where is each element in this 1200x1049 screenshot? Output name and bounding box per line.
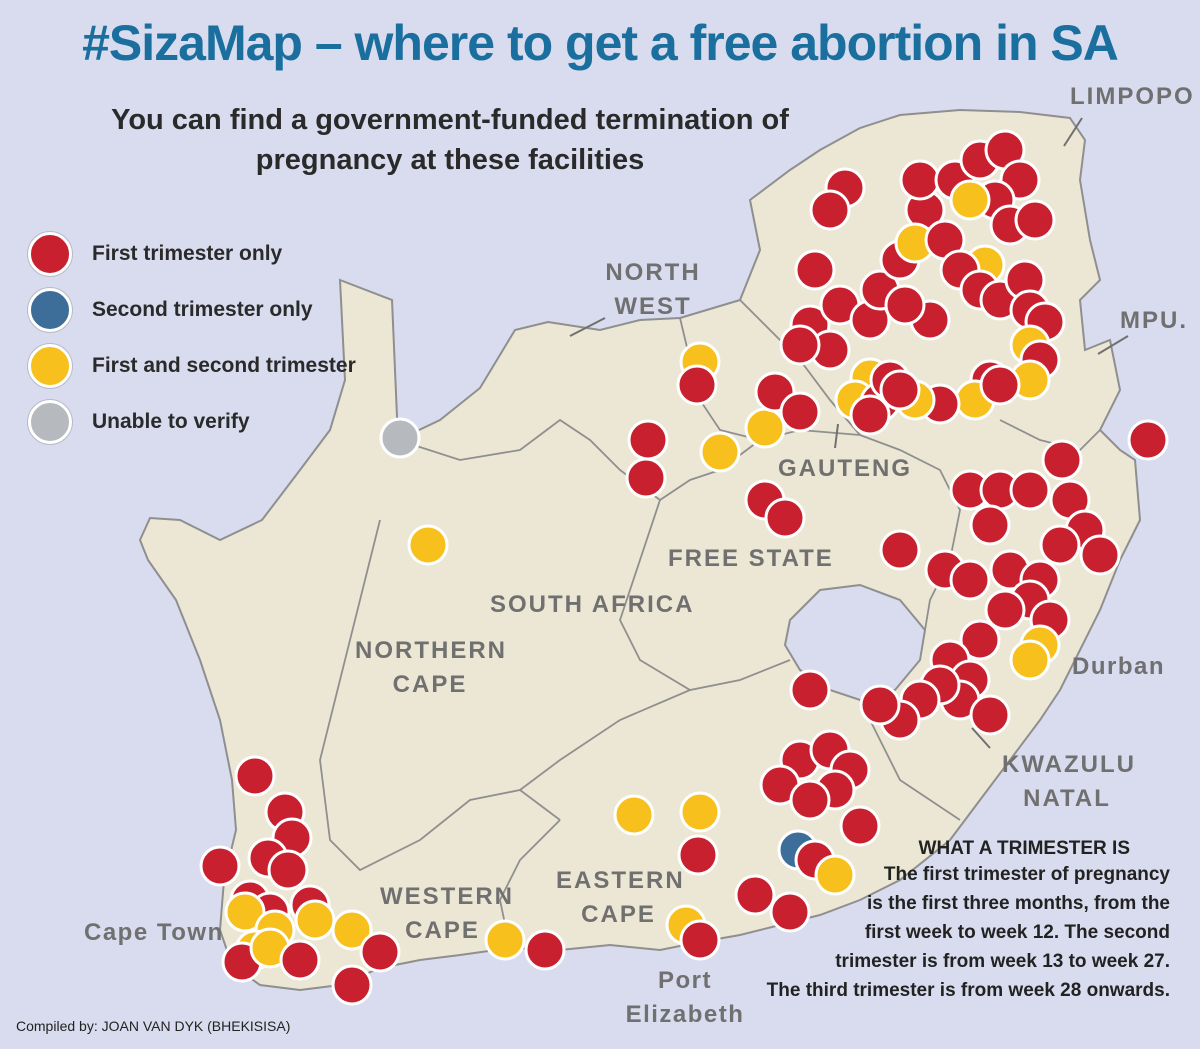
legend-item-both: First and second trimester bbox=[28, 338, 356, 394]
city-label-port-elizabeth: Port Elizabeth bbox=[625, 967, 745, 1028]
first-trimester-swatch bbox=[28, 232, 72, 276]
country-outline bbox=[138, 108, 1142, 992]
note-body: The first trimester of pregnancy is the … bbox=[766, 864, 1170, 1001]
facility-dot bbox=[199, 845, 241, 887]
facility-dot bbox=[779, 324, 821, 366]
facility-dot bbox=[859, 684, 901, 726]
facility-dot bbox=[899, 159, 941, 201]
region-label-gauteng: GAUTENG bbox=[778, 455, 912, 482]
unverified-swatch bbox=[28, 400, 72, 444]
facility-dot bbox=[524, 929, 566, 971]
facility-dot bbox=[331, 909, 373, 951]
map-subtitle: You can find a government-funded termina… bbox=[111, 104, 789, 176]
facility-dot bbox=[379, 417, 421, 459]
facility-dot bbox=[879, 369, 921, 411]
facility-dot bbox=[814, 854, 856, 896]
region-label-north-west: NORTH WEST bbox=[605, 259, 701, 320]
city-label-cape-town: Cape Town bbox=[84, 919, 224, 946]
legend-item-unverified: Unable to verify bbox=[28, 394, 356, 450]
facility-dots bbox=[199, 129, 1169, 1006]
region-label-northern-cape: NORTHERN CAPE bbox=[355, 637, 507, 698]
facility-dot bbox=[779, 391, 821, 433]
region-label-kwazulu-natal: KWAZULU NATAL bbox=[1002, 751, 1136, 812]
legend-item-first: First trimester only bbox=[28, 226, 356, 282]
facility-dot bbox=[1014, 199, 1056, 241]
facility-dot bbox=[267, 849, 309, 891]
facility-dot bbox=[331, 964, 373, 1006]
facility-dot bbox=[484, 919, 526, 961]
second-trimester-swatch bbox=[28, 288, 72, 332]
facility-dot bbox=[1079, 534, 1121, 576]
region-label-eastern-cape: EASTERN CAPE bbox=[556, 867, 685, 928]
facility-dot bbox=[1009, 639, 1051, 681]
region-label-mpumalanga: MPU. bbox=[1120, 307, 1188, 334]
legend-label: Second trimester only bbox=[92, 298, 313, 321]
facility-dot bbox=[1041, 439, 1083, 481]
facility-dot bbox=[625, 457, 667, 499]
facility-dot bbox=[734, 874, 776, 916]
facility-dot bbox=[849, 394, 891, 436]
facility-dot bbox=[627, 419, 669, 461]
facility-dot bbox=[984, 589, 1026, 631]
facility-dot bbox=[789, 669, 831, 711]
facility-dot bbox=[839, 805, 881, 847]
facility-dot bbox=[699, 431, 741, 473]
region-label-western-cape: WESTERN CAPE bbox=[380, 883, 514, 944]
region-label-south-africa: SOUTH AFRICA bbox=[490, 591, 695, 618]
legend-label: Unable to verify bbox=[92, 410, 250, 433]
facility-dot bbox=[294, 899, 336, 941]
facility-dot bbox=[1127, 419, 1169, 461]
facility-dot bbox=[879, 529, 921, 571]
note-heading: WHAT A TRIMESTER IS bbox=[918, 838, 1130, 859]
legend-label: First trimester only bbox=[92, 242, 283, 265]
region-label-free-state: FREE STATE bbox=[668, 545, 834, 572]
facility-dot bbox=[794, 249, 836, 291]
facility-dot bbox=[279, 939, 321, 981]
facility-dot bbox=[979, 364, 1021, 406]
map-title: #SizaMap – where to get a free abortion … bbox=[82, 15, 1119, 71]
facility-dot bbox=[1039, 524, 1081, 566]
facility-dot bbox=[969, 694, 1011, 736]
legend-item-second: Second trimester only bbox=[28, 282, 356, 338]
facility-dot bbox=[769, 891, 811, 933]
facility-dot bbox=[1009, 469, 1051, 511]
facility-dot bbox=[764, 497, 806, 539]
legend-label: First and second trimester bbox=[92, 354, 356, 377]
legend: First trimester only Second trimester on… bbox=[28, 226, 356, 450]
trimester-note: WHAT A TRIMESTER IS The first trimester … bbox=[730, 838, 1170, 1005]
facility-dot bbox=[679, 919, 721, 961]
facility-dot bbox=[969, 504, 1011, 546]
facility-dot bbox=[809, 189, 851, 231]
facility-dot bbox=[613, 794, 655, 836]
facility-dot bbox=[744, 407, 786, 449]
first-and-second-swatch bbox=[28, 344, 72, 388]
facility-dot bbox=[676, 364, 718, 406]
facility-dot bbox=[949, 179, 991, 221]
facility-dot bbox=[234, 755, 276, 797]
facility-dot bbox=[789, 779, 831, 821]
facility-dot bbox=[679, 791, 721, 833]
facility-dot bbox=[407, 524, 449, 566]
facility-dot bbox=[224, 891, 266, 933]
facility-dot bbox=[949, 559, 991, 601]
credit-line: Compiled by: JOAN VAN DYK (BHEKISISA) bbox=[16, 1018, 291, 1034]
leader-lines bbox=[569, 117, 1129, 749]
city-label-durban: Durban bbox=[1072, 653, 1165, 680]
facility-dot bbox=[884, 284, 926, 326]
lesotho-outline bbox=[783, 583, 927, 702]
facility-dot bbox=[359, 931, 401, 973]
region-label-limpopo: LIMPOPO bbox=[1070, 83, 1195, 110]
facility-dot bbox=[959, 619, 1001, 661]
facility-dot bbox=[677, 834, 719, 876]
